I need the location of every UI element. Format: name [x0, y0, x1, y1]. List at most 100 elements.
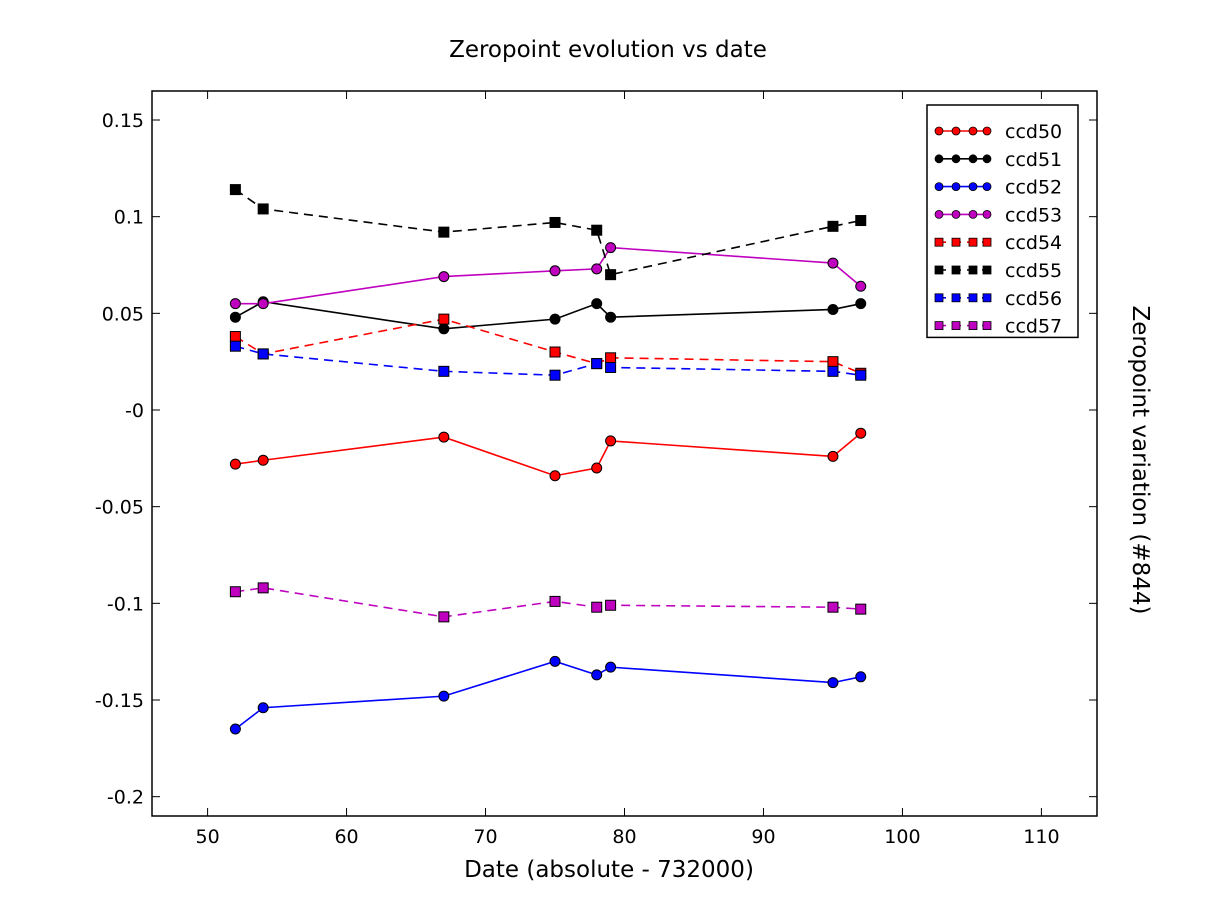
data-point-ccd56	[257, 348, 269, 360]
series-ccd50	[229, 427, 867, 482]
data-point-ccd54	[827, 356, 839, 368]
y-tick-label: -0.2	[107, 787, 144, 809]
data-point-ccd51	[855, 298, 867, 310]
legend-marker	[982, 154, 992, 164]
data-point-ccd55	[438, 226, 450, 238]
data-point-ccd56	[827, 365, 839, 377]
y-tick-label: 0.05	[102, 303, 144, 325]
legend-marker	[982, 321, 992, 331]
legend-marker	[982, 265, 992, 275]
x-tick-label: 110	[1023, 826, 1059, 848]
legend-marker	[968, 126, 978, 136]
legend-marker	[934, 321, 944, 331]
legend-marker	[968, 265, 978, 275]
data-point-ccd51	[827, 303, 839, 315]
data-point-ccd50	[827, 450, 839, 462]
legend-marker	[968, 293, 978, 303]
data-point-ccd52	[827, 677, 839, 689]
legend-marker	[951, 293, 961, 303]
legend-item-ccd50: ccd50	[934, 121, 1062, 143]
data-point-ccd53	[591, 263, 603, 275]
legend-marker	[968, 209, 978, 219]
legend-item-ccd57: ccd57	[934, 316, 1062, 338]
legend-label: ccd54	[1005, 232, 1062, 254]
series-line-ccd54	[234, 318, 862, 375]
data-point-ccd52	[229, 723, 241, 735]
chart-title: Zeropoint evolution vs date	[449, 37, 767, 63]
data-point-ccd51	[229, 311, 241, 323]
data-point-ccd53	[438, 271, 450, 283]
legend-marker	[934, 237, 944, 247]
legend-marker	[951, 209, 961, 219]
legend-marker	[934, 265, 944, 275]
data-point-ccd57	[605, 599, 617, 611]
series-line-ccd53	[235, 246, 862, 305]
legend-marker	[968, 182, 978, 192]
data-point-ccd52	[549, 655, 561, 667]
data-point-ccd53	[257, 298, 269, 310]
legend-item-ccd52: ccd52	[934, 177, 1062, 199]
data-point-ccd55	[257, 203, 269, 215]
data-point-ccd53	[827, 257, 839, 269]
legend-marker	[951, 321, 961, 331]
data-point-ccd51	[591, 298, 603, 310]
data-point-ccd57	[549, 595, 561, 607]
legend-label: ccd57	[1005, 316, 1062, 338]
x-tick-label: 80	[612, 826, 636, 848]
data-point-ccd50	[229, 458, 241, 470]
legend-marker	[982, 209, 992, 219]
legend-item-ccd55: ccd55	[934, 260, 1062, 282]
data-point-ccd55	[229, 184, 241, 196]
legend-marker	[934, 154, 944, 164]
legend-marker	[982, 182, 992, 192]
x-tick-label: 60	[334, 826, 358, 848]
data-point-ccd50	[438, 431, 450, 443]
series-ccd55	[229, 184, 867, 281]
legend-marker	[934, 126, 944, 136]
data-point-ccd52	[605, 661, 617, 673]
x-tick-label: 50	[195, 826, 219, 848]
y-tick-label: -0	[125, 400, 144, 422]
data-point-ccd54	[549, 346, 561, 358]
legend-label: ccd50	[1005, 121, 1062, 143]
data-point-ccd50	[605, 435, 617, 447]
data-point-ccd56	[438, 365, 450, 377]
legend-marker	[982, 126, 992, 136]
data-point-ccd57	[855, 603, 867, 615]
legend-marker	[951, 265, 961, 275]
data-point-ccd51	[605, 311, 617, 323]
data-point-ccd54	[438, 313, 450, 325]
data-point-ccd56	[229, 340, 241, 352]
legend-item-ccd51: ccd51	[934, 149, 1062, 171]
y-axis-title: Zeropoint variation (#844)	[1127, 305, 1153, 614]
axis-layer: 50 60 70 80 90 100 110 0.15 0.1 0.05 -0 -0.05 -0.1 -0…	[95, 91, 1097, 848]
data-point-ccd52	[257, 702, 269, 714]
data-point-ccd55	[549, 216, 561, 228]
data-point-ccd53	[855, 280, 867, 292]
data-point-ccd57	[438, 611, 450, 623]
legend-label: ccd51	[1005, 149, 1062, 171]
series-ccd57	[229, 582, 867, 623]
series-line-ccd55	[234, 188, 861, 276]
x-tick-label: 100	[884, 826, 920, 848]
series-ccd56	[229, 340, 867, 381]
data-point-ccd52	[438, 690, 450, 702]
legend-marker	[968, 154, 978, 164]
data-point-ccd50	[549, 470, 561, 482]
legend-label: ccd53	[1005, 204, 1062, 226]
legend-marker	[982, 237, 992, 247]
data-point-ccd51	[438, 323, 450, 335]
legend-marker	[951, 154, 961, 164]
data-point-ccd57	[827, 601, 839, 613]
series-line-ccd52	[234, 660, 861, 730]
x-tick-label: 90	[751, 826, 775, 848]
data-point-ccd51	[549, 313, 561, 325]
series-layer	[229, 184, 867, 735]
y-tick-label: -0.15	[95, 690, 144, 712]
data-point-ccd56	[549, 369, 561, 381]
data-point-ccd56	[591, 358, 603, 370]
legend-marker	[951, 237, 961, 247]
data-point-ccd54	[229, 331, 241, 343]
legend-label: ccd52	[1005, 177, 1062, 199]
